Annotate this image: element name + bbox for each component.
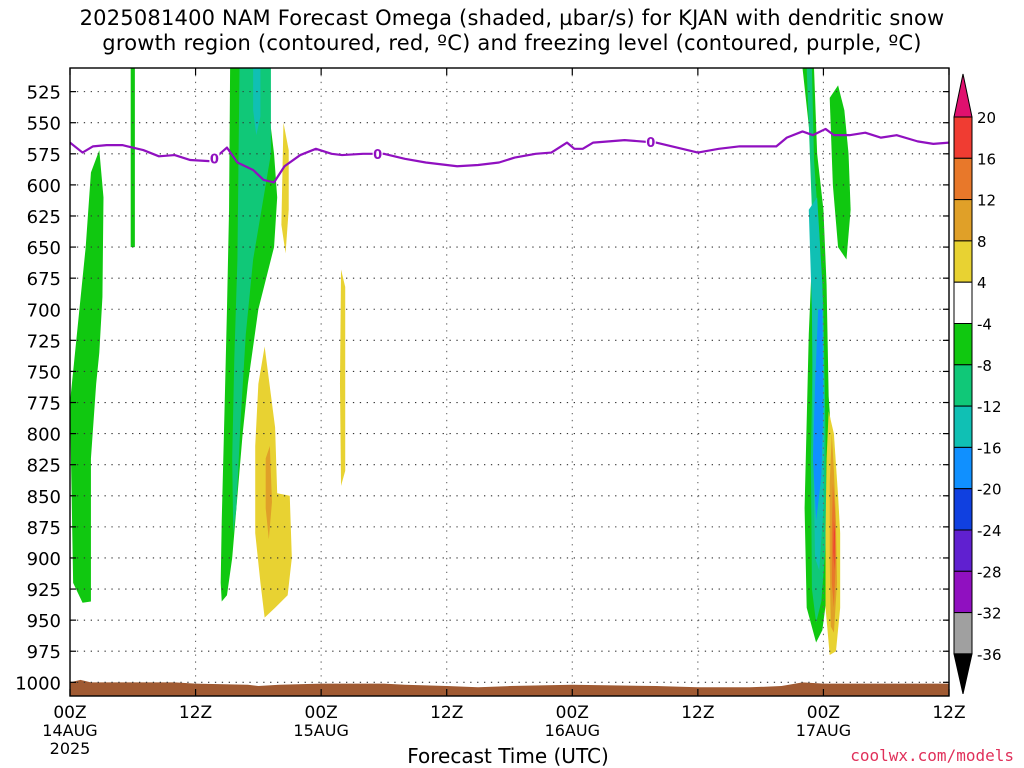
y-tick-label-3: 600 — [27, 176, 61, 197]
freezing-level-label-2: 0 — [646, 136, 655, 151]
colorbar-segment-7 — [953, 364, 973, 407]
colorbar-segment-13 — [953, 612, 973, 655]
y-tick-label-9: 750 — [27, 362, 61, 383]
y-tick-label-19: 1000 — [15, 673, 61, 694]
y-tick-label-4: 625 — [27, 207, 61, 228]
colorbar-segment-4 — [953, 240, 973, 283]
x-tick-label-5: 12Z — [681, 703, 714, 723]
colorbar-label-1: 16 — [977, 150, 996, 168]
y-tick-label-8: 725 — [27, 331, 61, 352]
x-tick-date-6: 17AUG — [796, 721, 851, 740]
plot-area: 0 0 0 — [70, 68, 949, 696]
chart-title-line2: growth region (contoured, red, ºC) and f… — [102, 31, 922, 55]
omega-region-17 — [833, 520, 835, 571]
colorbar-label-2: 12 — [977, 192, 996, 210]
omega-region-1 — [130, 68, 135, 248]
x-tick-label-2: 00Z — [305, 703, 338, 723]
colorbar-segment-3 — [953, 199, 973, 242]
y-tick-label-5: 650 — [27, 238, 61, 259]
colorbar-label-0: 20 — [977, 109, 996, 127]
colorbar-segment-12 — [953, 570, 973, 614]
y-tick-label-12: 825 — [27, 456, 61, 477]
freezing-label-bg-2 — [645, 134, 656, 151]
chart-title: 2025081400 NAM Forecast Omega (shaded, µ… — [0, 6, 1024, 56]
x-tick-label-6: 00Z — [807, 703, 840, 723]
plot-frame — [69, 67, 950, 697]
colorbar-segment-6 — [953, 323, 973, 366]
x-tick-label-0: 00Z — [53, 703, 86, 723]
colorbar-segment-5 — [953, 281, 973, 325]
y-tick-label-7: 700 — [27, 300, 61, 321]
y-tick-label-10: 775 — [27, 394, 61, 415]
y-tick-label-13: 850 — [27, 487, 61, 508]
colorbar-label-11: -28 — [977, 563, 1002, 581]
credit-link[interactable]: coolwx.com/models — [850, 746, 1014, 765]
colorbar-label-6: -8 — [977, 357, 992, 375]
omega-region-5 — [281, 122, 289, 254]
colorbar-label-3: 8 — [977, 233, 987, 251]
omega-region-0 — [70, 150, 104, 603]
colorbar-segment-10 — [953, 488, 973, 531]
y-tick-label-17: 950 — [27, 611, 61, 632]
freezing-label-bg-0 — [209, 150, 220, 167]
colorbar-bottom-arrow — [953, 653, 973, 695]
omega-region-3 — [232, 68, 271, 534]
y-tick-label-1: 550 — [27, 114, 61, 135]
colorbar-segment-8 — [953, 405, 973, 448]
x-tick-date-2: 15AUG — [293, 721, 348, 740]
freezing-level-label-0: 0 — [210, 153, 219, 168]
y-tick-label-16: 925 — [27, 580, 61, 601]
colorbar-segment-11 — [953, 529, 973, 572]
colorbar-segment-2 — [953, 157, 973, 201]
x-tick-year-0: 2025 — [50, 739, 91, 758]
freezing-level-line — [70, 127, 949, 184]
y-tick-label-15: 900 — [27, 549, 61, 570]
x-tick-date-4: 16AUG — [545, 721, 600, 740]
omega-region-8 — [339, 269, 346, 486]
omega-region-10 — [829, 85, 851, 260]
omega-region-7 — [265, 446, 272, 540]
colorbar-top-arrow — [953, 73, 973, 118]
x-tick-label-4: 00Z — [556, 703, 589, 723]
freezing-level-label-1: 0 — [373, 148, 382, 163]
y-tick-label-0: 525 — [27, 83, 61, 104]
colorbar-label-13: -36 — [977, 646, 1002, 664]
colorbar-label-9: -20 — [977, 481, 1002, 499]
x-tick-label-1: 12Z — [179, 703, 212, 723]
x-axis-label: Forecast Time (UTC) — [407, 744, 609, 768]
y-tick-label-18: 975 — [27, 642, 61, 663]
y-tick-label-6: 675 — [27, 269, 61, 290]
y-tick-label-2: 575 — [27, 145, 61, 166]
terrain-fill — [70, 679, 949, 696]
colorbar-label-4: 4 — [977, 274, 987, 292]
colorbar-label-7: -12 — [977, 398, 1002, 416]
y-tick-label-14: 875 — [27, 518, 61, 539]
colorbar-label-12: -32 — [977, 605, 1002, 623]
omega-region-13 — [812, 309, 824, 521]
y-tick-label-11: 800 — [27, 425, 61, 446]
colorbar-label-8: -16 — [977, 439, 1002, 457]
omega-region-6 — [255, 346, 292, 618]
freezing-label-bg-1 — [372, 145, 383, 162]
colorbar-label-10: -24 — [977, 522, 1002, 540]
x-tick-label-7: 12Z — [932, 703, 965, 723]
colorbar-label-5: -4 — [977, 316, 992, 334]
x-tick-date-0: 14AUG — [42, 721, 97, 740]
colorbar-segment-1 — [953, 116, 973, 159]
colorbar-segment-9 — [953, 446, 973, 490]
x-tick-label-3: 12Z — [430, 703, 463, 723]
chart-title-line1: 2025081400 NAM Forecast Omega (shaded, µ… — [79, 6, 945, 30]
omega-region-4 — [253, 68, 261, 136]
